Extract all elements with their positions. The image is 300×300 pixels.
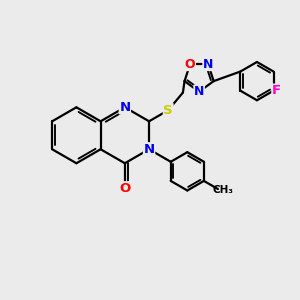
Text: N: N [143,143,155,156]
Text: F: F [272,84,281,97]
Text: N: N [203,58,213,70]
Text: N: N [119,101,130,114]
Text: O: O [119,182,130,195]
Text: CH₃: CH₃ [212,185,233,195]
Text: N: N [194,85,204,98]
Text: S: S [164,104,173,117]
Text: O: O [185,58,195,70]
